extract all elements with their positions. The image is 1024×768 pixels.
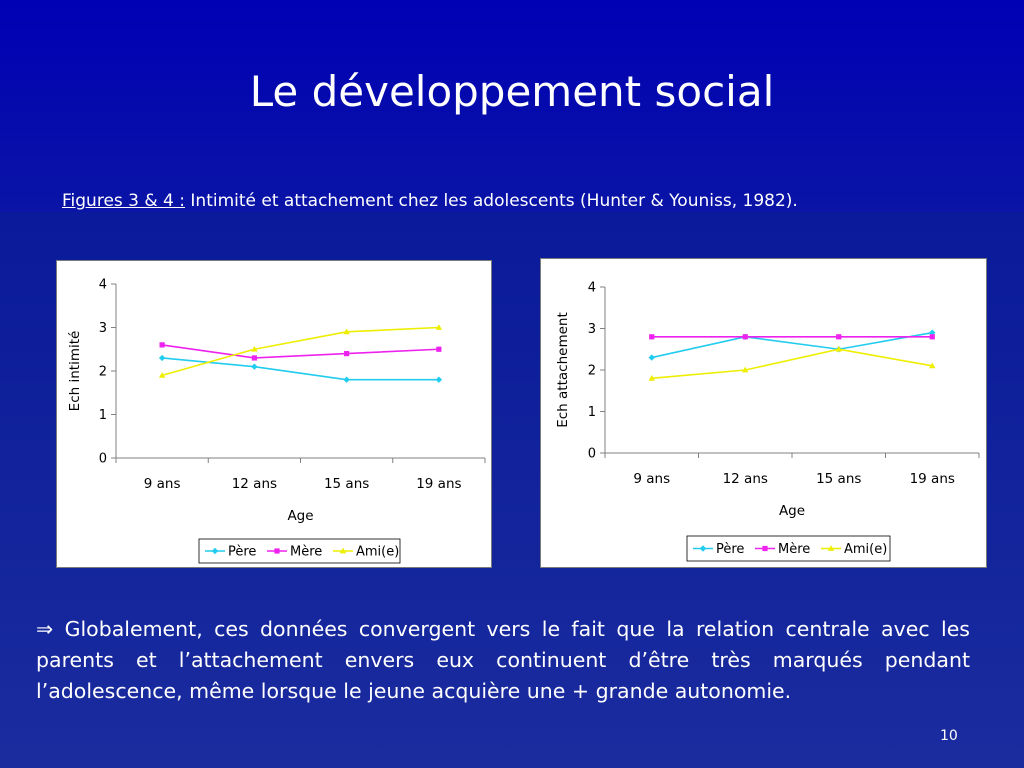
legend-label: Ami(e) [844,542,887,557]
x-tick-label: 15 ans [324,476,369,492]
legend-label: Ami(e) [356,545,399,560]
data-point [835,345,842,352]
page-number: 10 [940,728,958,744]
data-point [251,355,257,361]
x-tick-label: 15 ans [816,471,861,487]
chart-attachment: 0 1 2 3 4 9 ans 12 ans 15 ans 19 ans Age Ech attac… [540,258,987,568]
data-point [648,374,655,381]
x-tick-label: 19 ans [416,476,461,492]
data-point [742,334,748,340]
data-point [742,366,749,373]
y-axis-title: Ech intimité [67,331,83,412]
legend-marker [339,547,347,554]
x-tick-label: 12 ans [232,476,277,492]
data-point [251,363,258,370]
figure-reference: Figures 3 & 4 : [62,191,185,211]
data-point [649,334,655,340]
data-point [344,351,350,357]
slide-title: Le développement social [249,67,775,116]
data-point [929,329,936,336]
y-tick-label: 2 [99,365,107,380]
legend-box [198,538,401,564]
y-tick-label: 3 [99,321,107,336]
data-point [158,354,166,362]
figure-caption-text: Intimité et attachement chez les adolesc… [190,191,798,211]
legend-marker [274,548,280,554]
conclusion-text: ⇒ Globalement, ces données convergent ve… [36,614,970,707]
data-point [343,328,350,335]
legend-label: Mère [290,545,322,560]
legend-label: Père [716,542,744,557]
implies-arrow-icon: ⇒ [36,617,54,641]
title-band [0,0,1024,212]
y-tick-label: 1 [99,408,107,423]
x-tick-label: 12 ans [723,471,768,487]
legend-marker [211,547,219,555]
legend-label: Père [228,545,256,560]
chart-intimacy: 0 1 2 3 4 9 ans 12 ans 15 ans 19 ans Age Ech intim… [56,260,492,568]
series-line-2 [161,326,439,377]
y-tick-label: 4 [588,281,596,296]
y-tick-label: 2 [588,364,596,379]
legend-marker [762,545,768,552]
legend-marker [827,545,835,551]
data-point [343,376,350,383]
x-axis-title: Age [779,503,805,519]
series-line-2 [651,348,933,380]
y-tick-label: 0 [588,447,596,462]
legend-label: Mère [778,542,810,557]
y-tick-label: 1 [588,405,596,420]
conclusion-body: Globalement, ces données convergent vers… [36,617,970,703]
data-point [251,345,258,352]
data-point [929,362,936,369]
data-point [158,371,166,378]
data-point [836,334,842,340]
x-tick-label: 19 ans [910,471,955,487]
data-point [435,376,443,383]
series-line-0 [651,331,933,359]
data-point [435,324,443,330]
chart-attachment-svg: 0 1 2 3 4 9 ans 12 ans 15 ans 19 ans Age Ech attac… [555,281,980,562]
figure-caption: Figures 3 & 4 : Intimité et attachement … [62,189,798,213]
y-tick-label: 0 [99,452,107,467]
x-axis-title: Age [287,508,313,524]
legend-box [686,535,891,562]
data-point [159,342,165,348]
legend-marker [699,545,707,552]
y-axis-title: Ech attachement [555,312,571,428]
chart-intimacy-svg: 0 1 2 3 4 9 ans 12 ans 15 ans 19 ans Age Ech intim… [67,278,486,564]
data-point [436,346,442,352]
series-line-1 [162,344,439,359]
y-tick-label: 3 [588,322,596,337]
series-line-0 [162,357,439,381]
y-tick-label: 4 [99,278,107,293]
x-tick-label: 9 ans [144,476,181,492]
data-point [648,354,655,361]
x-tick-label: 9 ans [633,471,670,487]
data-point [929,334,935,340]
